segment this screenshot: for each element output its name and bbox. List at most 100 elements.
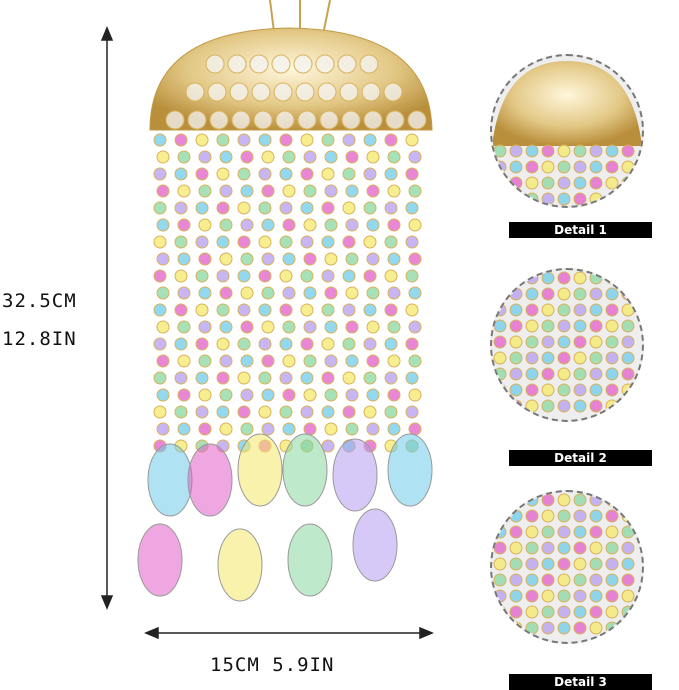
crystal-bead bbox=[573, 621, 587, 635]
dome-crystal bbox=[297, 110, 317, 130]
detail-1-label: Detail 1 bbox=[509, 222, 652, 238]
crystal-bead bbox=[366, 422, 380, 436]
crystal-bead bbox=[621, 351, 635, 365]
crystal-bead bbox=[573, 525, 587, 539]
crystal-bead bbox=[300, 201, 314, 215]
detail-3-label: Detail 3 bbox=[509, 674, 652, 690]
crystal-bead bbox=[261, 150, 275, 164]
crystal-bead bbox=[177, 354, 191, 368]
crystal-bead bbox=[216, 337, 230, 351]
crystal-bead bbox=[216, 405, 230, 419]
crystal-bead bbox=[216, 201, 230, 215]
crystal-bead bbox=[509, 192, 523, 206]
crystal-bead bbox=[258, 405, 272, 419]
crystal-bead bbox=[237, 133, 251, 147]
crystal-bead bbox=[258, 235, 272, 249]
crystal-bead bbox=[557, 605, 571, 619]
crystal-bead bbox=[408, 388, 422, 402]
crystal-bead bbox=[198, 252, 212, 266]
crystal-bead bbox=[525, 509, 539, 523]
crystal-bead bbox=[366, 218, 380, 232]
crystal-bead bbox=[300, 133, 314, 147]
crystal-bead bbox=[493, 271, 507, 285]
crystal-bead bbox=[174, 167, 188, 181]
crystal-bead bbox=[261, 354, 275, 368]
crystal-bead bbox=[525, 541, 539, 555]
crystal-bead bbox=[525, 367, 539, 381]
crystal-bead bbox=[153, 269, 167, 283]
crystal-bead bbox=[321, 303, 335, 317]
crystal-bead bbox=[589, 493, 603, 507]
dome-crystal bbox=[341, 110, 361, 130]
crystal-bead bbox=[345, 320, 359, 334]
crystal-bead bbox=[261, 320, 275, 334]
crystal-bead bbox=[573, 144, 587, 158]
crystal-bead bbox=[405, 201, 419, 215]
crystal-bead bbox=[621, 525, 635, 539]
crystal-bead bbox=[324, 354, 338, 368]
crystal-bead bbox=[541, 557, 555, 571]
teardrop-crystal bbox=[147, 443, 193, 517]
crystal-bead bbox=[300, 303, 314, 317]
crystal-bead bbox=[541, 160, 555, 174]
crystal-bead bbox=[198, 184, 212, 198]
crystal-bead bbox=[237, 371, 251, 385]
crystal-bead bbox=[279, 201, 293, 215]
crystal-bead bbox=[589, 351, 603, 365]
crystal-bead bbox=[324, 252, 338, 266]
crystal-bead bbox=[342, 167, 356, 181]
crystal-bead bbox=[605, 367, 619, 381]
crystal-bead bbox=[557, 573, 571, 587]
crystal-bead bbox=[408, 422, 422, 436]
crystal-bead bbox=[541, 399, 555, 413]
crystal-bead bbox=[573, 541, 587, 555]
crystal-bead bbox=[493, 557, 507, 571]
crystal-bead bbox=[621, 303, 635, 317]
crystal-bead bbox=[525, 589, 539, 603]
crystal-bead bbox=[405, 269, 419, 283]
crystal-bead bbox=[621, 573, 635, 587]
crystal-bead bbox=[509, 176, 523, 190]
crystal-bead bbox=[557, 493, 571, 507]
crystal-bead bbox=[541, 509, 555, 523]
crystal-bead bbox=[219, 320, 233, 334]
crystal-bead bbox=[363, 405, 377, 419]
crystal-bead bbox=[525, 525, 539, 539]
crystal-bead bbox=[237, 405, 251, 419]
crystal-bead bbox=[174, 303, 188, 317]
crystal-bead bbox=[605, 287, 619, 301]
crystal-bead bbox=[279, 405, 293, 419]
dome-crystal bbox=[209, 110, 229, 130]
crystal-bead bbox=[621, 287, 635, 301]
crystal-bead bbox=[195, 235, 209, 249]
crystal-bead bbox=[541, 541, 555, 555]
crystal-bead bbox=[195, 201, 209, 215]
crystal-bead bbox=[156, 252, 170, 266]
crystal-bead bbox=[219, 218, 233, 232]
crystal-bead bbox=[621, 605, 635, 619]
crystal-bead bbox=[282, 354, 296, 368]
crystal-bead bbox=[573, 160, 587, 174]
crystal-bead bbox=[557, 287, 571, 301]
crystal-bead bbox=[621, 541, 635, 555]
crystal-bead bbox=[557, 303, 571, 317]
crystal-bead bbox=[525, 176, 539, 190]
crystal-bead bbox=[282, 320, 296, 334]
crystal-bead bbox=[573, 573, 587, 587]
crystal-bead bbox=[493, 319, 507, 333]
crystal-bead bbox=[216, 235, 230, 249]
crystal-bead bbox=[589, 335, 603, 349]
crystal-bead bbox=[345, 252, 359, 266]
crystal-bead bbox=[345, 388, 359, 402]
dome-crystal bbox=[227, 54, 247, 74]
crystal-bead bbox=[387, 150, 401, 164]
crystal-bead bbox=[573, 335, 587, 349]
crystal-bead bbox=[237, 235, 251, 249]
crystal-bead bbox=[279, 337, 293, 351]
crystal-bead bbox=[156, 150, 170, 164]
crystal-bead bbox=[557, 509, 571, 523]
crystal-bead bbox=[387, 252, 401, 266]
dome-crystal bbox=[205, 54, 225, 74]
crystal-bead bbox=[363, 201, 377, 215]
crystal-bead bbox=[405, 405, 419, 419]
